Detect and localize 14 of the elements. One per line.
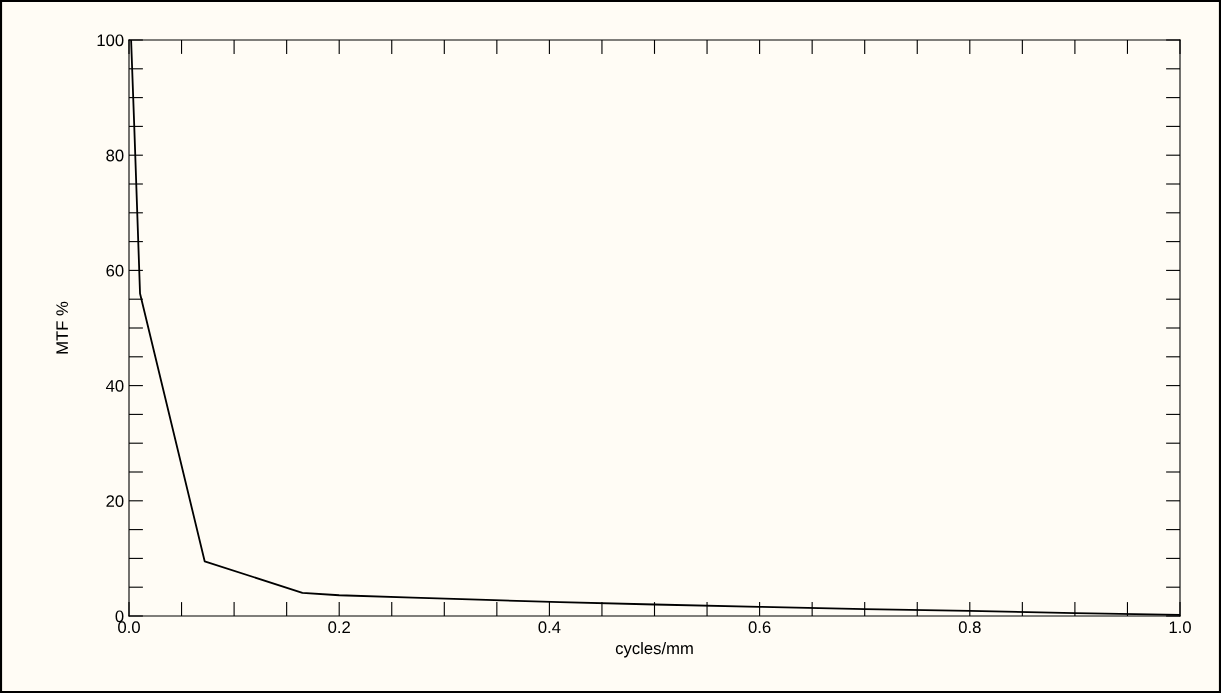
y-tick-label: 80 (106, 149, 124, 162)
x-tick-label: 0.0 (118, 621, 140, 634)
y-tick-label: 60 (106, 264, 124, 277)
x-tick-label: 0.6 (748, 621, 771, 634)
y-tick-label: 100 (97, 34, 124, 47)
x-tick-label: 0.4 (538, 621, 561, 634)
x-tick-label: 1.0 (1169, 621, 1191, 634)
x-tick-label: 0.2 (328, 621, 350, 634)
y-tick-label: 0 (115, 610, 124, 623)
y-axis-title: MTF % (56, 301, 68, 354)
y-tick-label: 40 (105, 380, 124, 392)
x-tick-label: 0.8 (958, 621, 981, 634)
y-tick-label: 20 (106, 495, 124, 507)
x-axis-title: cycles/mm (615, 641, 693, 658)
